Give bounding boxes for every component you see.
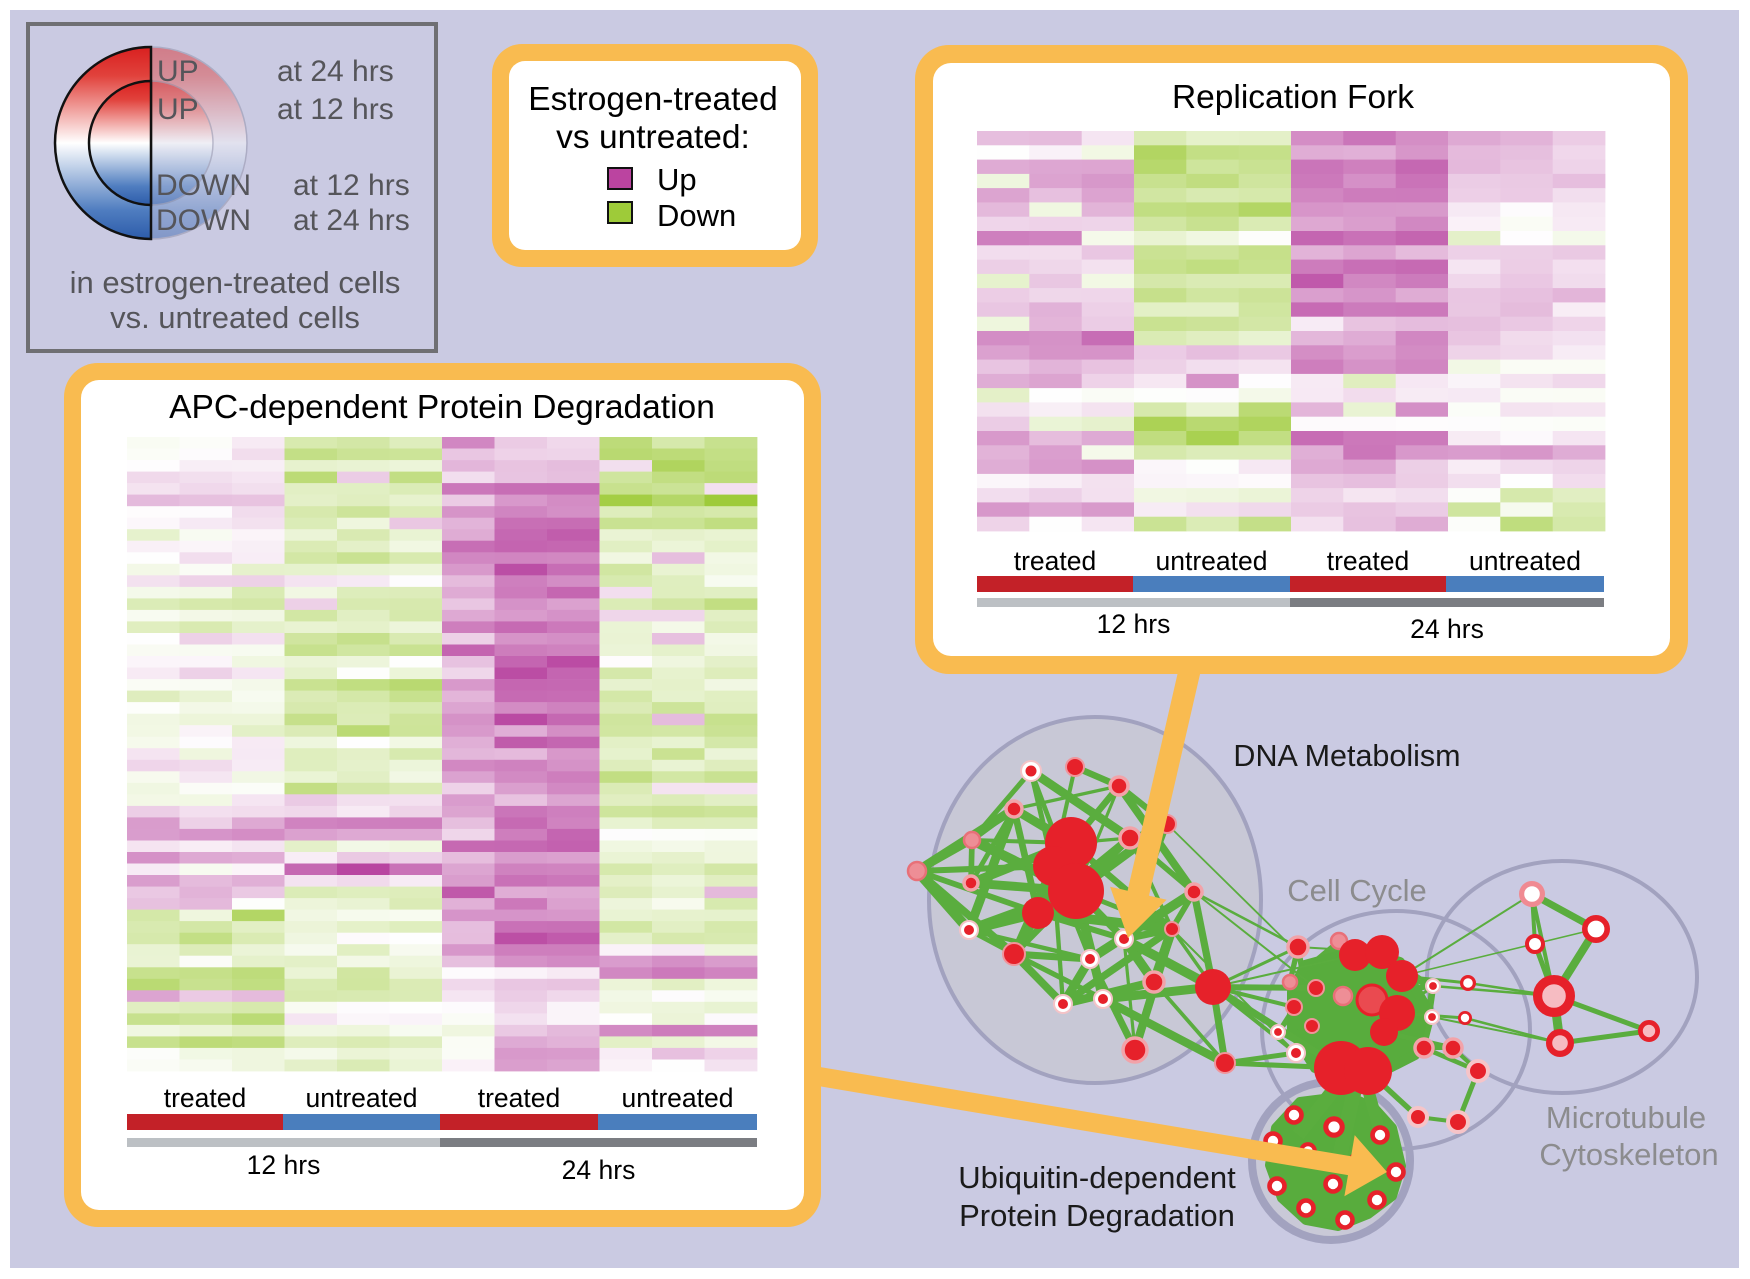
svg-text:vs untreated:: vs untreated: (556, 119, 750, 156)
svg-text:Microtubule: Microtubule (1546, 1100, 1706, 1135)
svg-text:in estrogen-treated cells: in estrogen-treated cells (70, 265, 401, 300)
svg-text:untreated: untreated (1156, 546, 1268, 576)
svg-text:UP: UP (157, 55, 199, 88)
svg-text:Ubiquitin-dependent: Ubiquitin-dependent (958, 1160, 1236, 1195)
svg-text:untreated: untreated (306, 1083, 418, 1113)
svg-text:Down: Down (657, 198, 736, 233)
svg-text:APC-dependent Protein Degradat: APC-dependent Protein Degradation (169, 389, 715, 426)
svg-text:treated: treated (478, 1083, 561, 1113)
svg-text:Up: Up (657, 162, 697, 197)
svg-text:Protein Degradation: Protein Degradation (959, 1198, 1235, 1233)
svg-text:vs. untreated cells: vs. untreated cells (110, 300, 360, 335)
svg-text:untreated: untreated (1469, 546, 1581, 576)
svg-text:at 12 hrs: at 12 hrs (293, 169, 410, 202)
svg-text:at 24 hrs: at 24 hrs (277, 55, 394, 88)
svg-text:Cell Cycle: Cell Cycle (1287, 873, 1427, 908)
svg-text:treated: treated (164, 1083, 247, 1113)
svg-text:24 hrs: 24 hrs (1410, 614, 1484, 644)
svg-text:DNA Metabolism: DNA Metabolism (1233, 739, 1460, 773)
svg-text:at 24 hrs: at 24 hrs (293, 204, 410, 237)
svg-text:Replication Fork: Replication Fork (1172, 79, 1414, 116)
svg-text:12 hrs: 12 hrs (1097, 609, 1171, 639)
svg-text:Estrogen-treated: Estrogen-treated (528, 81, 778, 118)
svg-text:DOWN: DOWN (156, 204, 251, 237)
svg-text:24 hrs: 24 hrs (562, 1155, 636, 1185)
svg-text:untreated: untreated (622, 1083, 734, 1113)
svg-text:treated: treated (1014, 546, 1097, 576)
svg-text:at 12 hrs: at 12 hrs (277, 93, 394, 126)
svg-text:UP: UP (157, 93, 199, 126)
svg-text:treated: treated (1327, 546, 1410, 576)
svg-text:Cytoskeleton: Cytoskeleton (1539, 1137, 1718, 1172)
svg-text:DOWN: DOWN (156, 169, 251, 202)
svg-text:12 hrs: 12 hrs (247, 1150, 321, 1180)
